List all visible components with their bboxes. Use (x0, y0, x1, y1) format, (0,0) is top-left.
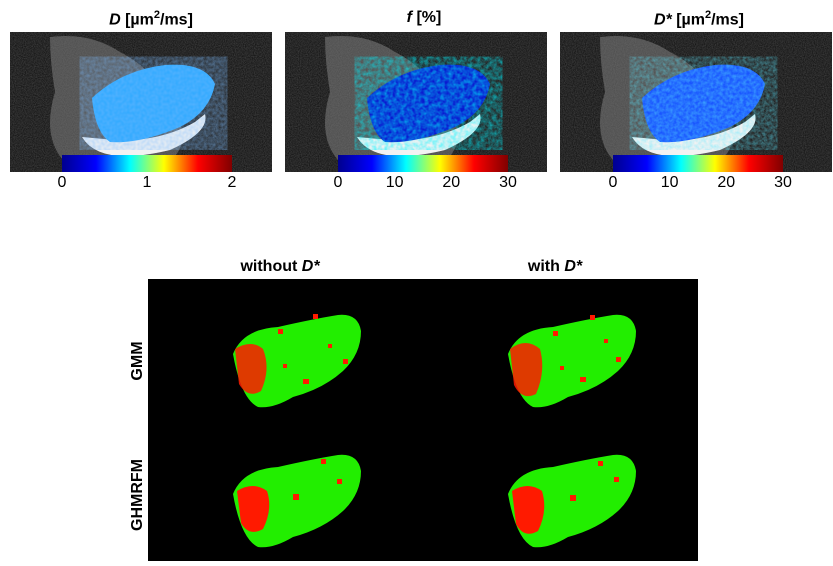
tick-label: 10 (660, 174, 679, 191)
seg-gmm-with (508, 314, 636, 408)
seg-row-label-gmm: GMM (129, 341, 146, 381)
seg-col-title-with: with D* (527, 258, 583, 275)
tick-label: 0 (333, 174, 343, 191)
seg-col-title-without: without D* (240, 258, 320, 275)
panel-f-title: f [%] (406, 9, 442, 26)
tick-label: 10 (385, 174, 404, 191)
seg-ghmrfm-with (508, 454, 636, 548)
panel-d-title: D [µm2/ms] (109, 9, 193, 29)
colorbar-d-ticks: 0 1 2 (58, 174, 237, 194)
colorbar-f (338, 155, 508, 172)
tick-label: 2 (227, 174, 237, 191)
tick-label: 20 (442, 174, 461, 191)
colorbar-f-ticks: 0 10 20 30 (334, 174, 517, 194)
colorbar-dstar-ticks: 0 10 20 30 (609, 174, 792, 194)
panel-f-svg (285, 32, 547, 172)
colorbar-d (62, 155, 232, 172)
seg-gmm-without (233, 314, 361, 408)
tick-label: 20 (717, 174, 736, 191)
seg-row-label-ghmrfm: GHMRFM (129, 459, 146, 531)
panel-dstar-svg (560, 32, 832, 172)
tick-label: 0 (57, 174, 67, 191)
tick-label: 1 (142, 174, 152, 191)
tick-label: 30 (499, 174, 517, 191)
panel-f-image (285, 32, 547, 172)
panel-dstar-image (560, 32, 832, 172)
tick-label: 30 (774, 174, 792, 191)
tick-label: 0 (608, 174, 618, 191)
panel-d-image (10, 32, 272, 172)
segmentation-svg (233, 314, 636, 548)
segmentation-grid (148, 279, 698, 561)
seg-ghmrfm-without (233, 454, 361, 548)
colorbar-dstar (613, 155, 783, 172)
panel-dstar-title: D* [µm2/ms] (653, 9, 745, 29)
panel-d-svg (10, 32, 272, 172)
